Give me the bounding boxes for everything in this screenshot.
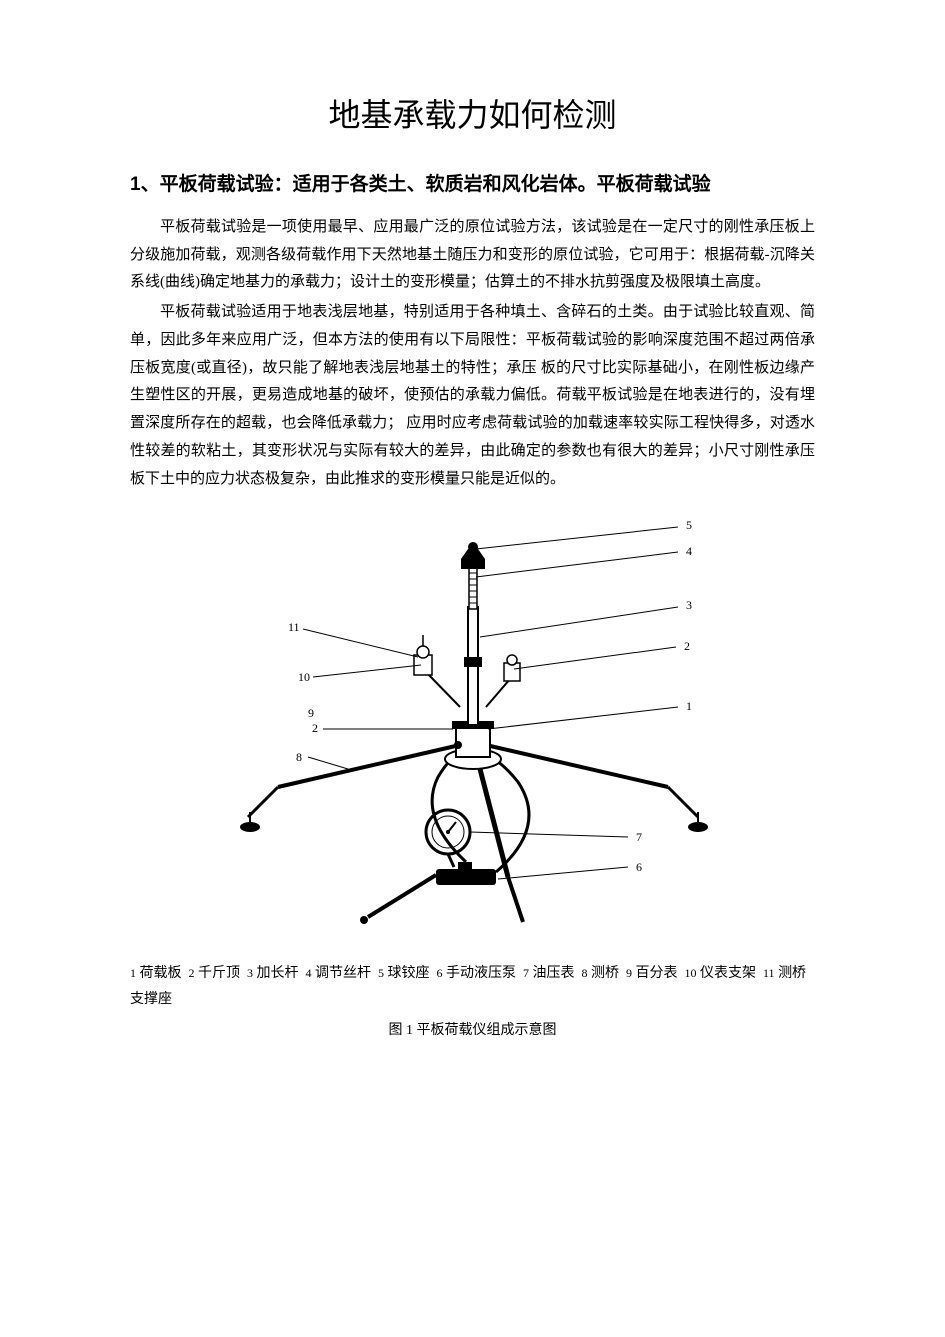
diagram-label-7: 7 [636,830,642,844]
diagram-label-2-right: 2 [684,639,690,653]
diagram-label-2-left: 2 [312,721,318,735]
document-title: 地基承载力如何检测 [130,90,815,136]
diagram-label-11: 11 [288,620,300,634]
plate-load-test-diagram: 5 4 3 2 1 7 6 11 10 9 2 8 [208,507,738,947]
legend-item-8: 测桥 [591,966,619,981]
legend-item-7: 油压表 [533,966,575,981]
diagram-container: 5 4 3 2 1 7 6 11 10 9 2 8 [130,507,815,947]
legend-item-4: 调节丝杆 [315,966,371,981]
diagram-label-5: 5 [686,518,692,532]
legend-item-10: 仪表支架 [700,966,756,981]
legend-item-3: 加长杆 [257,966,299,981]
diagram-label-3: 3 [686,598,692,612]
legend-item-6: 手动液压泵 [446,966,516,981]
legend-item-1: 荷载板 [140,966,182,981]
diagram-legend: 1 荷载板 2 千斤顶 3 加长杆 4 调节丝杆 5 球铰座 6 手动液压泵 7… [130,961,815,1013]
diagram-label-1: 1 [686,699,692,713]
section-1-paragraph-1: 平板荷载试验是一项使用最早、应用最广泛的原位试验方法，该试验是在一定尺寸的刚性承… [130,214,815,297]
legend-item-5: 球铰座 [388,966,430,981]
diagram-label-9: 9 [308,706,314,720]
section-1-heading: 1、平板荷载试验：适用于各类土、软质岩和风化岩体。平板荷载试验 [130,164,815,206]
diagram-caption: 图 1 平板荷载仪组成示意图 [130,1019,815,1039]
diagram-label-6: 6 [636,860,642,874]
legend-item-9: 百分表 [636,966,678,981]
diagram-label-4: 4 [686,544,692,558]
section-1-paragraph-2: 平板荷载试验适用于地表浅层地基，特别适用于各种填土、含碎石的土类。由于试验比较直… [130,299,815,493]
diagram-label-10: 10 [298,670,310,684]
legend-item-2: 千斤顶 [198,966,240,981]
diagram-label-8: 8 [296,750,302,764]
